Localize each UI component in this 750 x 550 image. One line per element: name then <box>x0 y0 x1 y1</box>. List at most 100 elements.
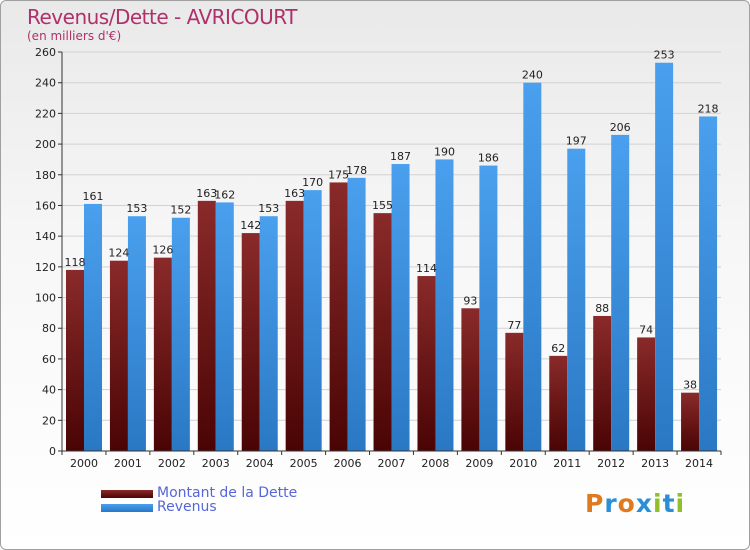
data-label-revenue: 162 <box>214 188 235 201</box>
data-label-debt: 175 <box>328 168 349 181</box>
bar-revenue <box>479 165 498 452</box>
bar-debt <box>417 276 436 451</box>
x-tick-label: 2000 <box>70 457 98 470</box>
bar-debt <box>109 260 128 451</box>
data-label-revenue: 152 <box>170 204 191 217</box>
logo-letter: r <box>604 489 618 518</box>
data-label-debt: 77 <box>507 319 521 332</box>
axes: 0 20 40 60 80 100 120 140 160 180 200 220 240 260 2000… <box>35 46 722 470</box>
data-label-debt: 38 <box>683 379 697 392</box>
bar-debt <box>285 200 304 451</box>
bar-revenue <box>699 116 718 451</box>
logo-letter: x <box>635 489 653 518</box>
y-tick-label: 60 <box>42 353 56 366</box>
data-label-revenue: 178 <box>346 164 367 177</box>
bar-revenue <box>611 134 630 451</box>
legend-label-revenue: Revenus <box>157 499 217 515</box>
logo-letter: o <box>617 489 636 518</box>
y-tick-label: 100 <box>35 292 56 305</box>
x-tick-label: 2013 <box>641 457 669 470</box>
bar-debt <box>153 257 172 451</box>
bar-debt <box>593 315 612 451</box>
logo-letter: t <box>662 489 676 518</box>
data-label-revenue: 186 <box>478 152 499 165</box>
x-tick-label: 2007 <box>378 457 406 470</box>
y-tick-label: 40 <box>42 384 56 397</box>
bar-revenue <box>435 159 454 451</box>
bar-revenue <box>523 82 542 451</box>
data-label-debt: 124 <box>108 247 129 260</box>
bar-debt <box>197 200 216 451</box>
x-tick-label: 2011 <box>553 457 581 470</box>
logo-letter: i <box>675 489 686 518</box>
x-tick-label: 2005 <box>290 457 318 470</box>
data-label-debt: 114 <box>416 262 437 275</box>
data-label-debt: 118 <box>65 256 86 269</box>
bar-debt <box>329 182 348 451</box>
data-label-debt: 93 <box>463 294 477 307</box>
data-label-debt: 74 <box>639 323 653 336</box>
logo-letter: P <box>585 489 605 518</box>
y-tick-label: 240 <box>35 77 56 90</box>
y-tick-label: 80 <box>42 322 56 335</box>
data-label-debt: 155 <box>372 199 393 212</box>
labels: 1181611241531261521631621421531631701751… <box>65 49 719 392</box>
bars <box>66 62 718 452</box>
bar-debt <box>505 332 524 451</box>
bar-debt <box>549 355 568 451</box>
x-tick-label: 2003 <box>202 457 230 470</box>
x-tick-label: 2009 <box>465 457 493 470</box>
y-tick-label: 220 <box>35 107 56 120</box>
y-tick-label: 180 <box>35 169 56 182</box>
x-tick-label: 2002 <box>158 457 186 470</box>
bar-revenue <box>303 190 322 451</box>
bar-debt <box>681 392 700 451</box>
bar-debt <box>637 337 656 451</box>
x-tick-label: 2004 <box>246 457 274 470</box>
bar-debt <box>66 269 84 451</box>
bar-revenue <box>259 216 278 451</box>
y-tick-label: 160 <box>35 199 56 212</box>
y-tick-label: 0 <box>49 445 56 458</box>
legend-label-debt: Montant de la Dette <box>157 485 298 501</box>
data-label-revenue: 187 <box>390 150 411 163</box>
y-tick-label: 20 <box>42 414 56 427</box>
bar-revenue <box>84 203 102 451</box>
bar-revenue <box>215 202 234 451</box>
x-tick-label: 2008 <box>421 457 449 470</box>
bar-debt <box>241 233 260 451</box>
chart-subtitle: (en milliers d'€) <box>27 29 122 43</box>
data-label-revenue: 218 <box>698 102 719 115</box>
logo-letter: i <box>653 489 663 518</box>
data-label-debt: 163 <box>284 187 305 200</box>
bar-revenue <box>655 62 674 451</box>
bar-revenue <box>171 217 190 451</box>
y-tick-label: 120 <box>35 261 56 274</box>
x-tick-label: 2001 <box>114 457 142 470</box>
data-label-revenue: 190 <box>434 145 455 158</box>
bar-revenue <box>391 164 410 451</box>
data-label-revenue: 240 <box>522 69 543 82</box>
data-label-revenue: 153 <box>258 202 279 215</box>
data-label-revenue: 153 <box>126 202 147 215</box>
x-tick-label: 2012 <box>597 457 625 470</box>
bar-revenue <box>127 216 146 451</box>
x-tick-label: 2014 <box>685 457 713 470</box>
y-tick-label: 260 <box>35 46 56 59</box>
data-label-revenue: 253 <box>654 49 675 62</box>
data-label-revenue: 206 <box>610 121 631 134</box>
data-label-revenue: 197 <box>566 135 587 148</box>
y-tick-label: 200 <box>35 138 56 151</box>
bar-revenue <box>347 177 366 452</box>
y-tick-label: 140 <box>35 230 56 243</box>
proxiti-logo: Proxiti <box>585 489 685 518</box>
chart-title: Revenus/Dette - AVRICOURT <box>27 5 297 29</box>
data-label-debt: 163 <box>196 187 217 200</box>
legend-swatch-debt <box>101 490 153 498</box>
bar-revenue <box>567 148 586 451</box>
bar-debt <box>373 213 392 451</box>
data-label-debt: 126 <box>152 244 173 257</box>
x-tick-label: 2006 <box>334 457 362 470</box>
